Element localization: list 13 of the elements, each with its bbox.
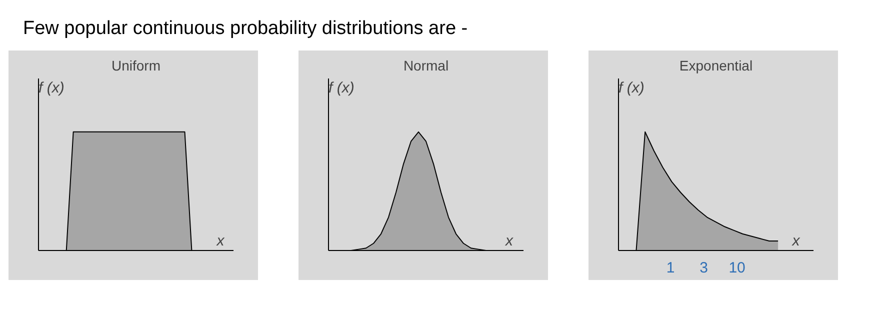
chart-title: Exponential — [679, 58, 753, 74]
y-axis-title: f (x) — [618, 79, 644, 96]
chart-title: Uniform — [111, 58, 161, 74]
x-axis-title: x — [216, 232, 225, 250]
y-axis-title: f (x) — [38, 79, 64, 96]
x-axis-title: x — [504, 232, 514, 250]
x-axis-title: x — [791, 232, 800, 250]
text: Few popular continuous probability distributions are - — [23, 17, 468, 41]
text: 10 — [728, 260, 746, 276]
text: 3 — [700, 260, 708, 276]
chart-title: Normal — [403, 58, 449, 74]
text: 1 — [666, 260, 675, 276]
y-axis-title: f (x) — [328, 79, 354, 96]
